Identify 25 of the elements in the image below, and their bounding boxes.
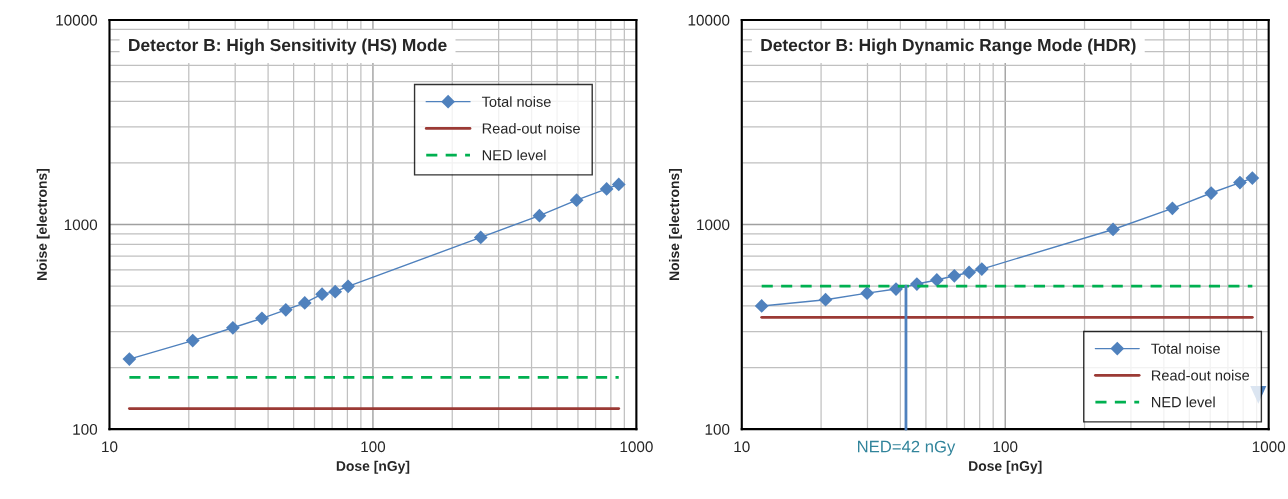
- text: Detector B: High Dynamic Range Mode (HDR): [761, 38, 1136, 55]
- y-tick-label: 1000: [697, 219, 730, 231]
- x-tick-label: 10: [102, 441, 118, 453]
- y-tick-label: 100: [73, 424, 98, 435]
- y-tick-label: 100: [705, 424, 730, 435]
- ref-line-label: NED=42 nGy: [858, 440, 956, 456]
- legend-label: NED level: [482, 149, 546, 161]
- legend-label: Read-out noise: [482, 122, 580, 134]
- legend-label: Total noise: [481, 96, 551, 107]
- legend-label: Read-out noise: [1152, 369, 1250, 381]
- x-axis-title: Dose [nGy]: [336, 460, 410, 474]
- text: Detector B: High Sensitivity (HS) Mode: [129, 38, 447, 55]
- x-tick-label: 1000: [1252, 441, 1286, 453]
- x-tick-label: 100: [993, 441, 1018, 453]
- x-axis-title: Dose [nGy]: [969, 460, 1042, 474]
- legend-label: Total noise: [1151, 343, 1220, 354]
- x-tick-label: 1000: [620, 441, 653, 453]
- y-axis-title: Noise [electrons]: [668, 168, 682, 280]
- y-tick-label: 1000: [64, 219, 98, 231]
- legend-label: NED level: [1152, 396, 1215, 408]
- y-axis-title: Noise [electrons]: [36, 168, 50, 280]
- x-tick-label: 100: [361, 441, 386, 453]
- x-tick-label: 10: [734, 441, 750, 453]
- y-tick-label: 10000: [688, 14, 730, 26]
- y-tick-label: 10000: [56, 14, 98, 26]
